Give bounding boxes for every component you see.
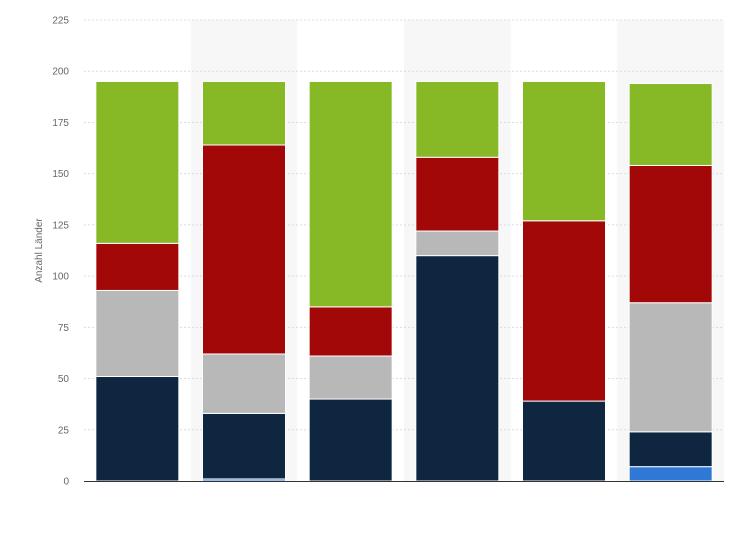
bar-segment (308, 398, 393, 482)
y-tick-label: 225 (52, 16, 69, 27)
bar-segment (628, 164, 713, 304)
y-axis-ticks: 0 25 50 75 100 125 150 175 200 225 (52, 16, 69, 488)
y-tick-label: 0 (63, 477, 69, 488)
y-axis-label: Anzahl Länder (34, 218, 45, 283)
bar-segment (415, 255, 500, 482)
bar-segment (202, 80, 286, 146)
y-tick-label: 200 (52, 67, 69, 78)
bar-segment (628, 466, 713, 482)
bar-segment (202, 144, 286, 355)
bar-segment (202, 353, 286, 414)
bar-segment (95, 242, 180, 291)
bar-segment (522, 80, 606, 222)
bar-segment (95, 289, 180, 378)
bars (95, 80, 713, 482)
bar-segment (522, 400, 606, 482)
y-tick-label: 75 (58, 323, 70, 334)
bar-segment (628, 302, 713, 433)
y-tick-label: 50 (58, 374, 70, 385)
bar-segment (95, 376, 180, 482)
bar-segment (308, 306, 393, 357)
bar-segment (415, 230, 500, 257)
y-tick-label: 100 (52, 272, 69, 283)
y-tick-label: 25 (58, 425, 70, 436)
bar-segment (415, 156, 500, 232)
bar-segment (95, 80, 180, 244)
gridlines (84, 19, 724, 431)
bar-segment (308, 80, 393, 308)
bar-segment (415, 80, 500, 158)
y-tick-label: 150 (52, 169, 69, 180)
bar-segment (628, 431, 713, 468)
bar-segment (308, 355, 393, 400)
bar-segment (628, 83, 713, 166)
y-tick-label: 175 (52, 118, 69, 129)
bar-segment (202, 412, 286, 480)
bar-segment (522, 220, 606, 402)
y-tick-label: 125 (52, 220, 69, 231)
